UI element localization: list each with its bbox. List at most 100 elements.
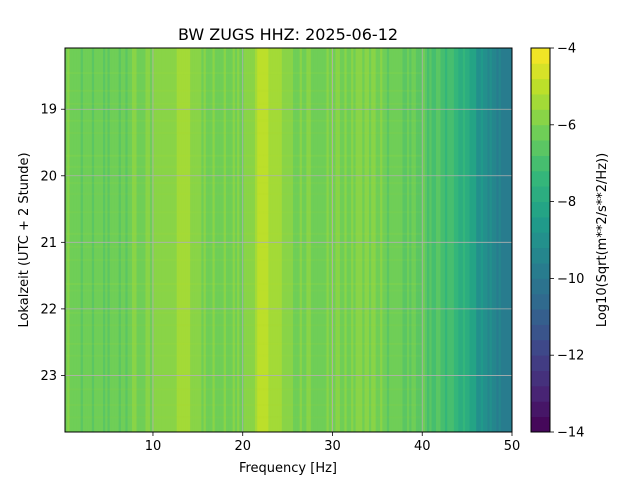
heatmap-column: [429, 48, 433, 432]
heatmap-column: [297, 48, 301, 432]
heatmap-column: [393, 48, 397, 432]
heatmap-column: [89, 48, 93, 432]
colorbar-segment: [531, 140, 550, 156]
heatmap-streak: [65, 132, 423, 135]
heatmap-column: [170, 48, 173, 432]
heatmap-column: [114, 48, 117, 432]
heatmap-column: [272, 48, 276, 432]
heatmap-column: [418, 48, 421, 432]
heatmap-column: [96, 48, 100, 432]
heatmap-column: [386, 48, 390, 432]
heatmap-column: [404, 48, 408, 432]
heatmap-column: [480, 48, 484, 432]
y-tick-label: 23: [40, 369, 57, 384]
heatmap-column: [308, 48, 312, 432]
heatmap-column: [103, 48, 106, 432]
heatmap-column: [277, 48, 281, 432]
heatmap-column: [167, 48, 171, 432]
heatmap-column: [120, 48, 124, 432]
heatmap-column: [400, 48, 404, 432]
heatmap-column: [187, 48, 191, 432]
heatmap-column: [360, 48, 363, 432]
y-tick-label: 21: [40, 236, 57, 251]
x-tick-label: 30: [324, 439, 341, 454]
heatmap-streak: [65, 48, 423, 50]
y-axis-label: Lokalzeit (UTC + 2 Stunde): [17, 152, 32, 327]
plot-frame: [64, 47, 513, 433]
heatmap-column: [427, 48, 430, 432]
heatmap-column: [482, 48, 486, 432]
heatmap-column: [324, 48, 328, 432]
heatmap-column: [82, 48, 86, 432]
colorbar-segment: [531, 78, 550, 95]
colorbar-tick-label: −4: [557, 42, 576, 57]
heatmap-column: [507, 48, 511, 432]
heatmap-column: [322, 48, 325, 432]
heatmap-column: [389, 48, 392, 432]
heatmap-column: [147, 48, 151, 432]
heatmap-column: [214, 48, 218, 432]
colorbar-segment: [531, 201, 550, 218]
heatmap-column: [424, 48, 428, 432]
colorbar-segment: [531, 385, 550, 402]
x-tick-label: 10: [145, 439, 162, 454]
heatmap-column: [172, 48, 176, 432]
heatmap-column: [391, 48, 395, 432]
heatmap-column: [460, 48, 464, 432]
heatmap-column: [266, 48, 269, 432]
heatmap-column: [433, 48, 437, 432]
heatmap-column: [67, 48, 71, 432]
heatmap-column: [281, 48, 285, 432]
heatmap-column: [225, 48, 229, 432]
heatmap-column: [351, 48, 354, 432]
heatmap-streak: [65, 354, 423, 357]
heatmap-column: [449, 48, 453, 432]
heatmap-column: [192, 48, 196, 432]
heatmap-column: [478, 48, 482, 432]
heatmap-column: [326, 48, 330, 432]
heatmap-streak: [65, 283, 423, 285]
heatmap-column: [183, 48, 187, 432]
heatmap-column: [111, 48, 115, 432]
heatmap-column: [145, 48, 149, 432]
colorbar-segment: [531, 247, 550, 264]
colorbar-ticks: −14 −12 −10 −8 −6 −4: [550, 42, 584, 441]
colorbar-segment: [531, 309, 550, 325]
heatmap-column: [185, 48, 189, 432]
colorbar-tick-label: −6: [557, 118, 576, 133]
heatmap-column: [476, 48, 480, 432]
heatmap-streak: [65, 182, 423, 185]
colorbar-segment: [531, 94, 550, 110]
heatmap-column: [496, 48, 500, 432]
heatmap-column: [71, 48, 75, 432]
colorbar-segment: [531, 170, 550, 187]
heatmap-column: [246, 48, 249, 432]
colorbar-segment: [531, 355, 550, 371]
heatmap-column: [143, 48, 147, 432]
heatmap-column: [398, 48, 401, 432]
heatmap-streak: [65, 232, 423, 235]
heatmap-column: [348, 48, 352, 432]
heatmap-column: [118, 48, 122, 432]
heatmap-column: [208, 48, 211, 432]
heatmap-column: [199, 48, 202, 432]
heatmap-column: [279, 48, 283, 432]
colorbar-segment: [531, 278, 550, 295]
heatmap-column: [306, 48, 310, 432]
colorbar-label: Log10(Sqrt(m**2/s**2/Hz)): [595, 153, 610, 327]
colorbar-segment: [531, 324, 550, 341]
heatmap-column: [375, 48, 379, 432]
heatmap-column: [228, 48, 231, 432]
heatmap-column: [190, 48, 193, 432]
heatmap-column: [132, 48, 135, 432]
heatmap-column: [268, 48, 272, 432]
heatmap-column: [73, 48, 77, 432]
heatmap-column: [152, 48, 156, 432]
heatmap-column: [125, 48, 129, 432]
heatmap-column: [313, 48, 316, 432]
colorbar: [531, 48, 550, 433]
heatmap-column: [319, 48, 323, 432]
x-axis-label: Frequency [Hz]: [239, 461, 337, 476]
heatmap-column: [382, 48, 386, 432]
